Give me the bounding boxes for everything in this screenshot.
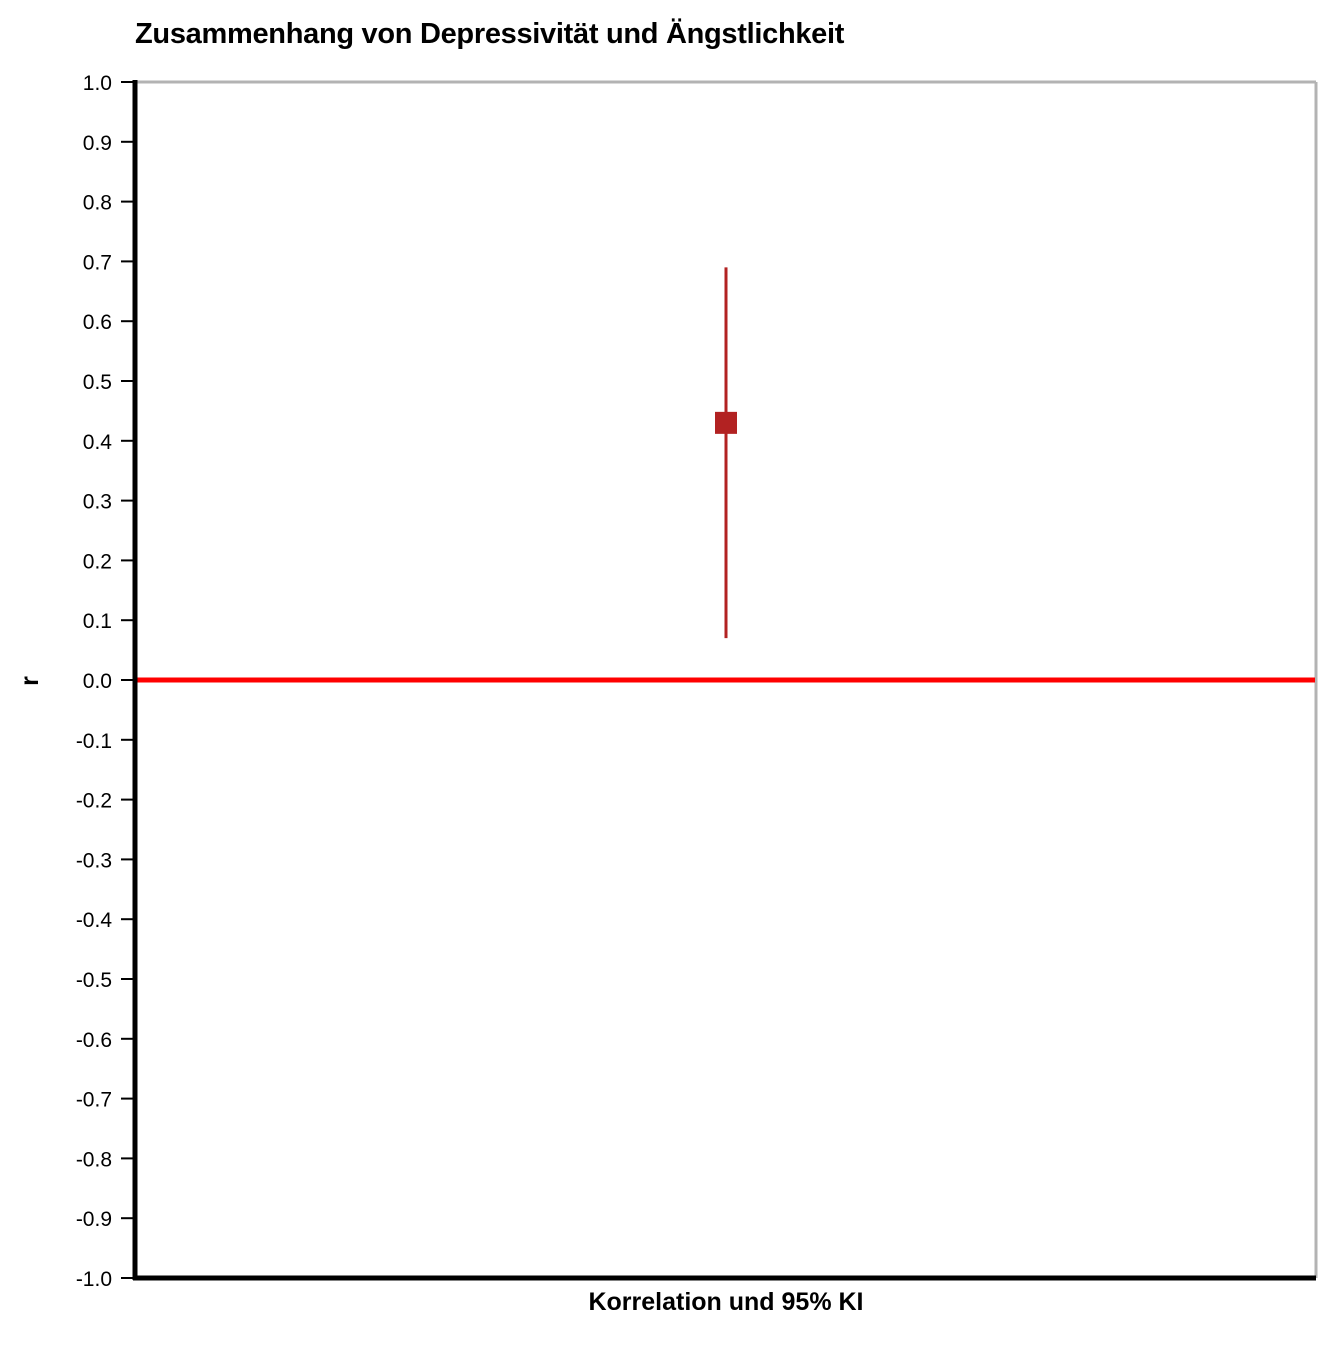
y-tick-label: 0.9 <box>83 132 112 155</box>
y-tick-label: -0.3 <box>76 849 112 872</box>
x-axis-label: Korrelation und 95% KI <box>588 1288 863 1316</box>
y-tick-label: 0.2 <box>83 550 112 573</box>
y-tick-label: 0.4 <box>83 431 113 454</box>
y-tick-label: -0.2 <box>76 790 112 813</box>
data-point <box>715 411 737 434</box>
y-tick-label: -0.6 <box>76 1029 112 1052</box>
y-tick-label: 0.1 <box>83 610 112 633</box>
y-tick-label: -0.7 <box>76 1089 112 1112</box>
y-tick-label: 0.3 <box>83 491 112 514</box>
y-tick-label: 0.6 <box>83 311 112 334</box>
y-tick-label: 0.5 <box>83 371 112 394</box>
y-tick-label: -0.5 <box>76 969 112 992</box>
y-tick-label: -0.4 <box>76 909 113 932</box>
chart-title: Zusammenhang von Depressivität und Ängst… <box>135 18 845 50</box>
y-tick-label: 0.8 <box>83 192 112 215</box>
y-tick-label: -0.9 <box>76 1208 112 1231</box>
y-tick-label: -0.1 <box>76 730 112 753</box>
y-tick-label: -1.0 <box>76 1268 112 1291</box>
y-tick-label: 1.0 <box>83 72 112 95</box>
y-axis-label: r <box>16 676 44 686</box>
y-tick-label: 0.0 <box>83 670 112 693</box>
y-tick-label: 0.7 <box>83 251 112 274</box>
y-tick-label: -0.8 <box>76 1148 112 1171</box>
